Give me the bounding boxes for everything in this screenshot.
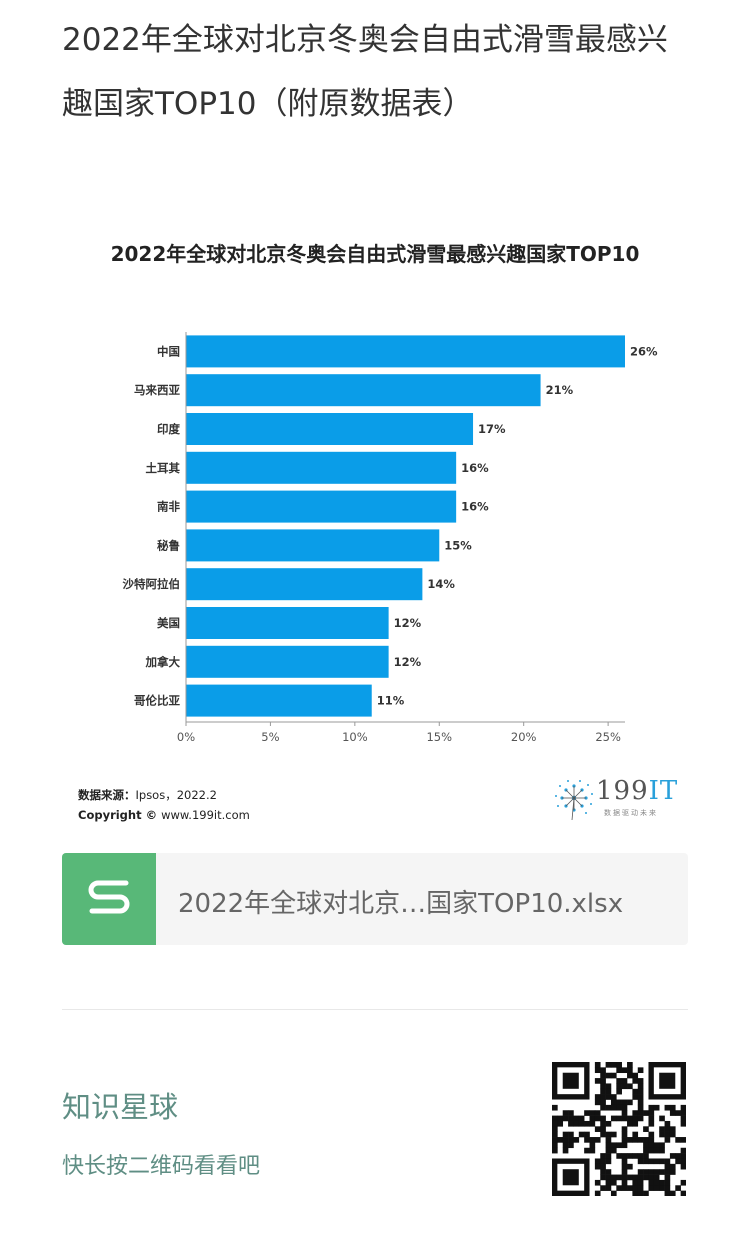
category-label: 加拿大 — [145, 655, 181, 669]
category-label: 哥伦比亚 — [134, 694, 180, 708]
bar-4 — [186, 490, 457, 523]
data-label: 15% — [444, 538, 472, 552]
bar-9 — [186, 684, 372, 717]
brand-slogan: 数据驱动未来 — [604, 809, 658, 817]
article-title: 2022年全球对北京冬奥会自由式滑雪最感兴趣国家TOP10（附原数据表） — [62, 22, 668, 122]
bar-6 — [186, 568, 423, 601]
data-label: 17% — [478, 422, 506, 436]
chart-title: 2022年全球对北京冬奥会自由式滑雪最感兴趣国家TOP10 — [110, 242, 640, 266]
bar-5 — [186, 529, 440, 562]
brand-logo: 199IT 数据驱动未来 — [552, 774, 688, 824]
dandelion-logo-icon — [555, 780, 593, 820]
data-label: 12% — [394, 655, 422, 669]
data-label: 21% — [546, 383, 574, 397]
qr-code-icon[interactable] — [552, 1062, 686, 1196]
chart-copyright: Copyright © www.199it.com — [78, 808, 250, 822]
copyright-label: Copyright © — [78, 808, 158, 822]
chart-source: 数据来源：Ipsos，2022.2 — [78, 787, 217, 803]
copyright-value: www.199it.com — [161, 808, 250, 822]
bar-3 — [186, 451, 457, 484]
category-label: 南非 — [157, 500, 180, 514]
bar-7 — [186, 607, 389, 639]
x-tick-label: 0% — [177, 730, 195, 744]
source-label: 数据来源： — [78, 788, 136, 802]
x-tick-label: 10% — [342, 730, 368, 744]
category-label: 土耳其 — [146, 461, 181, 475]
attachment-card[interactable]: 2022年全球对北京…国家TOP10.xlsx — [62, 853, 688, 945]
brand-name: 199IT — [596, 776, 678, 806]
promo-subtitle: 快长按二维码看看吧 — [62, 1154, 261, 1179]
promo-title: 知识星球 — [62, 1090, 179, 1124]
bar-0 — [186, 335, 625, 368]
data-label: 12% — [394, 616, 422, 630]
x-tick-label: 20% — [511, 730, 537, 744]
category-label: 秘鲁 — [157, 538, 180, 552]
data-label: 11% — [377, 694, 405, 708]
category-label: 马来西亚 — [134, 383, 180, 397]
bar-2 — [186, 413, 474, 445]
section-divider — [62, 1009, 688, 1010]
data-label: 26% — [630, 344, 658, 358]
x-tick-label: 25% — [595, 730, 621, 744]
bar-1 — [186, 374, 541, 407]
x-tick-label: 15% — [426, 730, 452, 744]
x-tick-label: 5% — [261, 730, 279, 744]
chart-figure: 中国 26% 马来西亚 21% 印度 17% 土耳其 16% 南非 16% 秘鲁 15% 沙特阿拉伯 14… — [62, 222, 688, 842]
attachment-filename: 2022年全球对北京…国家TOP10.xlsx — [178, 889, 624, 919]
category-label: 美国 — [157, 616, 180, 630]
brand-letters: IT — [648, 776, 679, 806]
data-label: 16% — [461, 500, 489, 514]
data-label: 16% — [461, 461, 489, 475]
bar-8 — [186, 645, 389, 678]
brand-digits: 199 — [596, 776, 649, 806]
bar-chart: 中国 26% 马来西亚 21% 印度 17% 土耳其 16% 南非 16% 秘鲁 15% 沙特阿拉伯 14… — [123, 332, 658, 744]
spreadsheet-s-icon — [62, 853, 156, 945]
data-label: 14% — [427, 577, 455, 591]
category-label: 中国 — [157, 344, 180, 358]
source-value: Ipsos，2022.2 — [135, 788, 217, 802]
category-label: 沙特阿拉伯 — [123, 577, 181, 591]
category-label: 印度 — [157, 422, 180, 436]
